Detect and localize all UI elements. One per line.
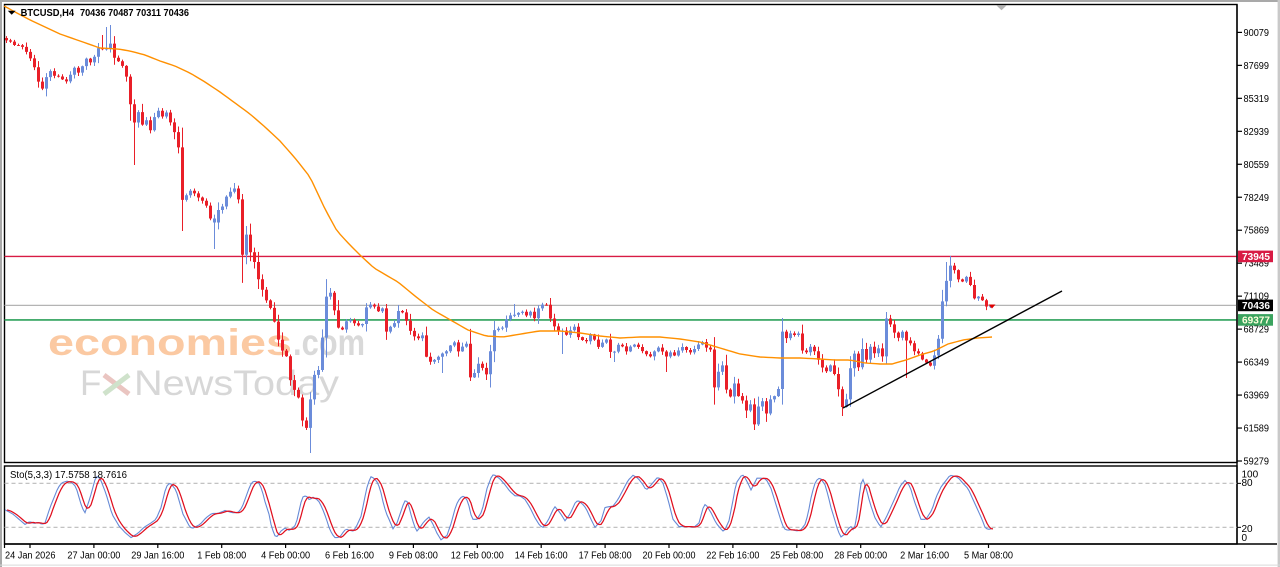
svg-text:29 Jan 16:00: 29 Jan 16:00 [131,551,184,562]
svg-text:75869: 75869 [1244,226,1270,237]
svg-text:Sto(5,3,3) 17.5758 18.7616: Sto(5,3,3) 17.5758 18.7616 [10,470,127,481]
svg-text:27 Jan 00:00: 27 Jan 00:00 [67,551,120,562]
svg-text:63969: 63969 [1244,391,1270,402]
svg-text:24 Jan 2026: 24 Jan 2026 [5,551,56,562]
svg-text:70436 70487 70311 70436: 70436 70487 70311 70436 [80,8,190,19]
svg-text:BTCUSD,H4: BTCUSD,H4 [21,8,75,19]
svg-text:90079: 90079 [1244,28,1270,39]
svg-text:69377: 69377 [1242,316,1270,327]
svg-text:12 Feb 00:00: 12 Feb 00:00 [451,551,504,562]
svg-text:14 Feb 16:00: 14 Feb 16:00 [515,551,568,562]
svg-text:78249: 78249 [1244,193,1270,204]
svg-text:59279: 59279 [1244,457,1270,468]
svg-text:80: 80 [1242,478,1254,489]
svg-text:.com: .com [293,322,365,363]
svg-text:70436: 70436 [1242,301,1270,312]
svg-text:F: F [80,364,101,403]
svg-text:73945: 73945 [1242,252,1270,263]
svg-text:85319: 85319 [1244,94,1270,105]
svg-text:87699: 87699 [1244,61,1270,72]
svg-text:20: 20 [1242,524,1254,535]
svg-text:17 Feb 08:00: 17 Feb 08:00 [579,551,632,562]
svg-text:NewsToday: NewsToday [134,364,340,403]
svg-text:6 Feb 16:00: 6 Feb 16:00 [325,551,374,562]
svg-text:28 Feb 00:00: 28 Feb 00:00 [834,551,887,562]
svg-text:9 Feb 08:00: 9 Feb 08:00 [389,551,438,562]
svg-text:2 Mar 16:00: 2 Mar 16:00 [900,551,949,562]
svg-text:61589: 61589 [1244,424,1270,435]
svg-text:economies: economies [48,322,292,363]
svg-text:4 Feb 00:00: 4 Feb 00:00 [261,551,310,562]
svg-text:82939: 82939 [1244,127,1270,138]
svg-text:5 Mar 08:00: 5 Mar 08:00 [964,551,1013,562]
svg-text:71109: 71109 [1244,292,1270,303]
svg-text:80559: 80559 [1244,160,1270,171]
svg-text:25 Feb 08:00: 25 Feb 08:00 [770,551,823,562]
svg-text:73489: 73489 [1244,259,1270,270]
svg-text:66349: 66349 [1244,358,1270,369]
svg-text:100: 100 [1242,469,1259,480]
svg-text:0: 0 [1242,533,1248,544]
svg-text:1 Feb 08:00: 1 Feb 08:00 [197,551,246,562]
svg-text:68729: 68729 [1244,325,1270,336]
svg-text:20 Feb 00:00: 20 Feb 00:00 [643,551,696,562]
svg-text:22 Feb 16:00: 22 Feb 16:00 [706,551,759,562]
